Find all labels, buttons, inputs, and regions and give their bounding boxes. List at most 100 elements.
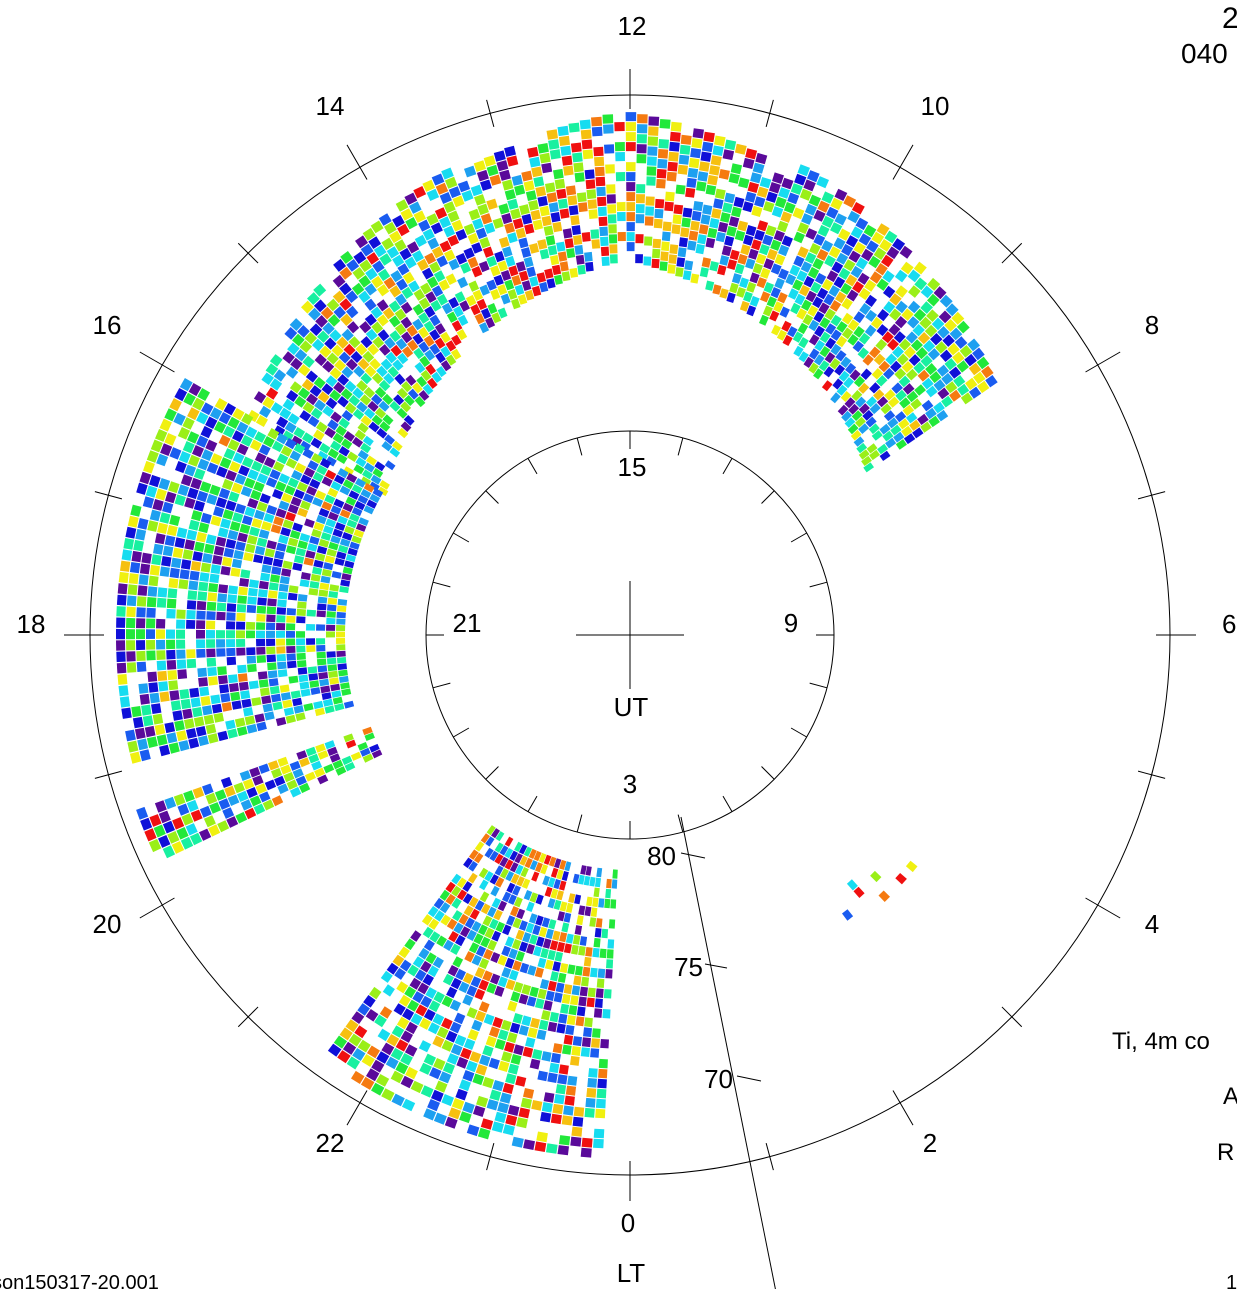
data-cell-1107 bbox=[253, 391, 267, 404]
data-cell-2411 bbox=[564, 1095, 575, 1106]
data-cell-534 bbox=[635, 234, 644, 244]
data-cell-2116 bbox=[441, 1017, 453, 1030]
data-cell-916 bbox=[376, 314, 389, 327]
data-cell-2316 bbox=[559, 932, 568, 943]
lt-label-22: 22 bbox=[316, 1128, 345, 1158]
data-cell-81 bbox=[862, 409, 874, 421]
data-cell-595 bbox=[585, 179, 596, 190]
data-cell-1550 bbox=[186, 600, 197, 610]
data-cell-1160 bbox=[289, 450, 302, 462]
data-cell-930 bbox=[364, 313, 377, 326]
lat-tick-75 bbox=[704, 963, 728, 969]
lat-tick-80 bbox=[680, 852, 706, 859]
data-cell-1913 bbox=[335, 766, 347, 776]
inner-tick-14 bbox=[527, 458, 538, 475]
data-cell-166 bbox=[857, 347, 869, 359]
data-cell-999 bbox=[400, 421, 412, 432]
data-cell-2320 bbox=[550, 971, 559, 982]
data-cell-877 bbox=[377, 268, 391, 282]
data-cell-2005 bbox=[393, 1003, 406, 1016]
data-cell-490 bbox=[673, 204, 684, 215]
data-cell-273 bbox=[836, 252, 849, 265]
data-cell-324 bbox=[797, 246, 809, 259]
data-cell-1022 bbox=[314, 353, 327, 367]
data-cell-947 bbox=[407, 388, 419, 400]
data-cell-967 bbox=[341, 328, 354, 342]
data-cell-1558 bbox=[326, 617, 336, 625]
data-cell-1801 bbox=[205, 723, 217, 735]
data-cell-2376 bbox=[574, 965, 583, 976]
data-cell-1334 bbox=[337, 544, 349, 554]
data-cell-1890 bbox=[360, 747, 371, 757]
data-cell-1179 bbox=[321, 476, 333, 487]
data-cell-1372 bbox=[152, 499, 164, 511]
data-cell-1713 bbox=[318, 672, 329, 680]
data-cell-1821 bbox=[217, 730, 229, 742]
data-cell-1972 bbox=[342, 1041, 357, 1055]
lat-label-75: 75 bbox=[674, 952, 703, 982]
data-cell-1819 bbox=[236, 726, 248, 737]
data-cell-812 bbox=[405, 217, 418, 230]
outer-tick-1 bbox=[765, 1142, 774, 1171]
data-cell-1306 bbox=[209, 484, 221, 496]
data-cell-274 bbox=[841, 243, 854, 257]
data-cell-2340 bbox=[557, 972, 567, 983]
data-cell-1860 bbox=[233, 782, 245, 794]
data-cell-971 bbox=[307, 292, 320, 305]
data-cell-1106 bbox=[262, 396, 275, 409]
data-cell-1874 bbox=[274, 775, 286, 787]
data-cell-945 bbox=[332, 290, 346, 304]
data-cell-197 bbox=[830, 343, 842, 356]
data-cell-307 bbox=[792, 279, 804, 291]
data-cell-1142 bbox=[284, 438, 297, 450]
data-cell-202 bbox=[859, 303, 871, 315]
data-cell-1136 bbox=[346, 473, 358, 483]
data-cell-2157 bbox=[454, 1034, 467, 1047]
data-cell-1902 bbox=[240, 799, 253, 811]
data-cell-557 bbox=[617, 232, 626, 242]
data-cell-1314 bbox=[320, 532, 332, 541]
data-cell-1979 bbox=[451, 897, 462, 909]
data-cell-2109 bbox=[484, 927, 495, 939]
data-cell-2058 bbox=[514, 841, 523, 852]
data-cell-1514 bbox=[118, 571, 129, 584]
data-cell-1465 bbox=[210, 564, 221, 574]
inner-tick-2 bbox=[722, 795, 733, 812]
data-cell-1810 bbox=[343, 700, 355, 709]
data-cell-2112 bbox=[471, 954, 482, 966]
data-cell-1755 bbox=[300, 688, 311, 697]
data-cell-454 bbox=[709, 165, 720, 176]
data-cell-377 bbox=[778, 187, 791, 199]
data-cell-1497 bbox=[297, 594, 308, 602]
data-cell-524 bbox=[645, 206, 655, 216]
data-cell-675 bbox=[529, 243, 540, 254]
data-cell-1029 bbox=[356, 401, 368, 413]
data-cell-1726 bbox=[169, 690, 180, 701]
data-cell-1960 bbox=[451, 885, 462, 897]
data-cell-652 bbox=[547, 245, 558, 256]
data-cell-619 bbox=[565, 185, 577, 196]
data-cell-129 bbox=[878, 360, 891, 373]
data-cell-2414 bbox=[558, 1135, 571, 1146]
data-cell-1378 bbox=[305, 550, 316, 559]
data-cell-2113 bbox=[462, 972, 474, 984]
data-cell-1076 bbox=[343, 431, 355, 442]
data-cell-1369 bbox=[200, 512, 212, 524]
data-cell-554 bbox=[625, 132, 636, 142]
data-cell-83 bbox=[876, 396, 889, 408]
data-cell-1845 bbox=[173, 793, 186, 806]
data-cell-1806 bbox=[156, 734, 168, 746]
data-cell-2168 bbox=[531, 871, 540, 882]
filename-label: son150317-20.001 bbox=[0, 1272, 159, 1289]
data-cell-576 bbox=[601, 256, 610, 266]
data-cell-754 bbox=[444, 176, 458, 189]
data-cell-2001 bbox=[414, 969, 427, 982]
data-cell-443 bbox=[718, 169, 730, 180]
data-cell-331 bbox=[766, 296, 777, 308]
data-cell-1301 bbox=[266, 504, 278, 516]
data-cell-2327 bbox=[532, 1049, 543, 1060]
data-cell-1556 bbox=[116, 594, 127, 606]
data-cell-913 bbox=[401, 346, 414, 358]
data-cell-1941 bbox=[410, 930, 422, 942]
data-cell-1732 bbox=[329, 677, 339, 685]
